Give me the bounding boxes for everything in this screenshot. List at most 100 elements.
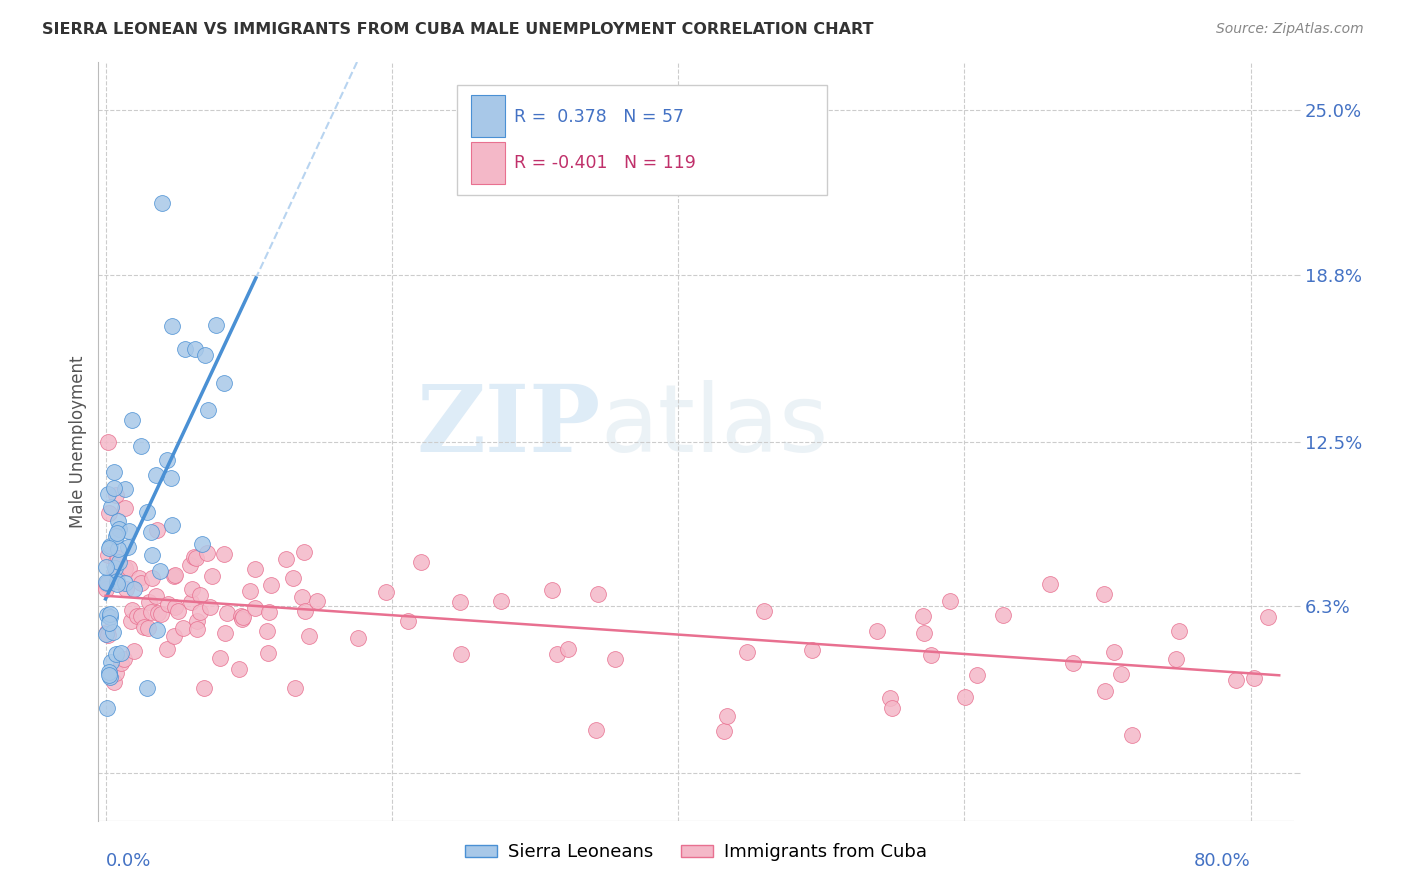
Point bbox=[96, 625, 118, 640]
Point bbox=[409, 555, 432, 569]
Point bbox=[541, 582, 564, 597]
Point bbox=[735, 645, 758, 659]
Point bbox=[114, 561, 136, 575]
Point bbox=[450, 648, 472, 662]
Point bbox=[141, 549, 163, 563]
Point bbox=[232, 610, 254, 624]
Point bbox=[1062, 656, 1084, 670]
Point bbox=[160, 319, 183, 334]
Point bbox=[1111, 666, 1133, 681]
Point bbox=[110, 646, 132, 660]
Point bbox=[184, 342, 207, 356]
Point bbox=[179, 558, 201, 572]
Point bbox=[103, 465, 125, 479]
Point bbox=[194, 348, 217, 362]
Point bbox=[94, 626, 117, 640]
Point bbox=[105, 576, 128, 591]
Point bbox=[150, 196, 173, 211]
Point bbox=[97, 541, 120, 555]
Point bbox=[160, 471, 183, 485]
Point bbox=[228, 662, 250, 676]
Point bbox=[148, 607, 170, 621]
Point bbox=[231, 612, 253, 626]
Point bbox=[172, 621, 194, 635]
Point bbox=[145, 468, 167, 483]
Point bbox=[114, 483, 136, 497]
Point bbox=[155, 641, 177, 656]
Point bbox=[209, 650, 232, 665]
Point bbox=[98, 609, 121, 624]
Point bbox=[146, 623, 169, 637]
Point bbox=[193, 681, 215, 695]
Point bbox=[97, 667, 120, 681]
Point bbox=[197, 402, 219, 417]
Point bbox=[145, 523, 167, 537]
Point bbox=[239, 584, 262, 599]
Point bbox=[991, 608, 1014, 623]
Point bbox=[150, 607, 173, 621]
Point bbox=[122, 582, 145, 596]
Point bbox=[912, 609, 935, 624]
Point bbox=[105, 526, 128, 541]
Point bbox=[557, 641, 579, 656]
Point bbox=[97, 628, 120, 642]
Point bbox=[127, 609, 149, 624]
Point bbox=[291, 591, 314, 605]
Point bbox=[98, 539, 121, 553]
Point bbox=[347, 632, 370, 646]
Point bbox=[145, 590, 167, 604]
Point bbox=[489, 593, 512, 607]
Text: R = -0.401   N = 119: R = -0.401 N = 119 bbox=[515, 154, 696, 172]
Point bbox=[243, 600, 266, 615]
Point bbox=[256, 646, 278, 660]
Point bbox=[163, 630, 186, 644]
Point bbox=[212, 376, 235, 390]
Point bbox=[188, 605, 211, 619]
Point bbox=[129, 608, 152, 623]
Point bbox=[103, 625, 125, 640]
Text: SIERRA LEONEAN VS IMMIGRANTS FROM CUBA MALE UNEMPLOYMENT CORRELATION CHART: SIERRA LEONEAN VS IMMIGRANTS FROM CUBA M… bbox=[42, 22, 873, 37]
Point bbox=[163, 569, 186, 583]
FancyBboxPatch shape bbox=[457, 85, 827, 195]
Point bbox=[1121, 727, 1143, 741]
Point bbox=[200, 599, 222, 614]
Point bbox=[104, 554, 127, 568]
Point bbox=[181, 582, 204, 597]
Point bbox=[205, 318, 228, 333]
Point bbox=[141, 525, 163, 540]
Point bbox=[105, 665, 128, 680]
Point bbox=[141, 572, 163, 586]
Y-axis label: Male Unemployment: Male Unemployment bbox=[69, 355, 87, 528]
Text: 0.0%: 0.0% bbox=[105, 853, 150, 871]
Point bbox=[1225, 673, 1247, 688]
Point bbox=[96, 701, 118, 715]
Point bbox=[259, 577, 281, 591]
Point bbox=[117, 540, 139, 554]
Point bbox=[292, 544, 315, 558]
Point bbox=[217, 606, 239, 620]
Point bbox=[128, 571, 150, 585]
Point bbox=[107, 551, 129, 566]
Point bbox=[121, 602, 143, 616]
Point bbox=[129, 439, 152, 453]
Point bbox=[966, 668, 988, 682]
Point bbox=[1257, 610, 1279, 624]
Point bbox=[1243, 671, 1265, 685]
Point bbox=[149, 564, 172, 578]
Point bbox=[191, 537, 214, 551]
Point bbox=[115, 582, 138, 597]
Point bbox=[1168, 624, 1191, 638]
Point bbox=[162, 518, 184, 533]
Point bbox=[107, 514, 129, 528]
Point bbox=[186, 614, 208, 628]
Point bbox=[136, 622, 159, 636]
Point bbox=[912, 625, 935, 640]
Point bbox=[97, 486, 120, 500]
Point bbox=[214, 547, 236, 561]
Point bbox=[294, 604, 316, 618]
Text: R =  0.378   N = 57: R = 0.378 N = 57 bbox=[515, 108, 685, 126]
Point bbox=[114, 576, 136, 591]
Point bbox=[229, 609, 252, 624]
Point bbox=[186, 622, 208, 636]
Point bbox=[112, 652, 135, 666]
